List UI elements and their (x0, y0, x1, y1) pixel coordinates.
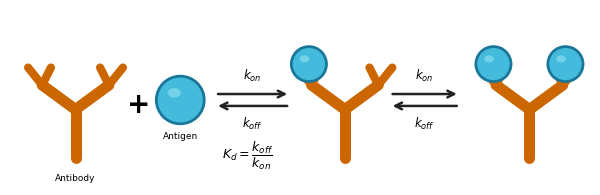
Ellipse shape (484, 55, 494, 62)
Ellipse shape (556, 55, 566, 62)
Text: Antigen: Antigen (163, 132, 198, 141)
Text: Antibody: Antibody (55, 175, 96, 183)
Text: $k_{off}$: $k_{off}$ (242, 116, 263, 132)
Circle shape (292, 47, 326, 82)
Ellipse shape (299, 55, 310, 62)
Circle shape (157, 76, 204, 124)
Ellipse shape (168, 88, 181, 98)
Text: $k_{on}$: $k_{on}$ (415, 68, 434, 84)
Text: $k_{on}$: $k_{on}$ (244, 68, 262, 84)
Text: $K_d = \dfrac{k_{off}}{k_{on}}$: $K_d = \dfrac{k_{off}}{k_{on}}$ (222, 140, 274, 172)
Text: +: + (127, 91, 150, 119)
Text: $k_{off}$: $k_{off}$ (415, 116, 435, 132)
Circle shape (476, 47, 511, 82)
Circle shape (548, 47, 583, 82)
